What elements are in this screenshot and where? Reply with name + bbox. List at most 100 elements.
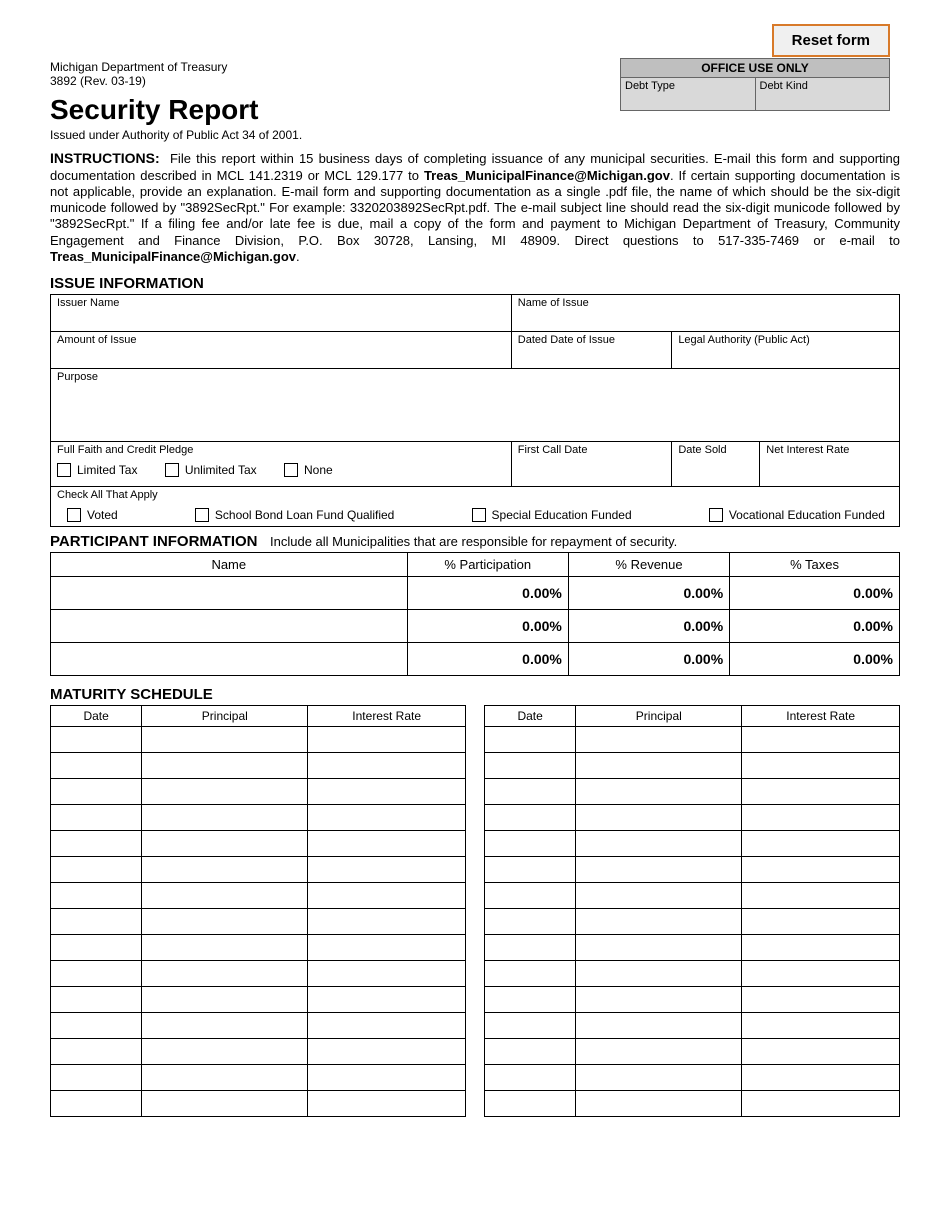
maturity-rate-field[interactable] (742, 1038, 900, 1064)
maturity-date-field[interactable] (485, 830, 576, 856)
maturity-date-field[interactable] (51, 804, 142, 830)
maturity-date-field[interactable] (51, 986, 142, 1012)
participant-name-field[interactable] (51, 642, 408, 675)
maturity-principal-field[interactable] (142, 830, 308, 856)
maturity-date-field[interactable] (485, 1090, 576, 1116)
maturity-date-field[interactable] (51, 882, 142, 908)
issuer-name-field[interactable] (57, 309, 507, 327)
maturity-date-field[interactable] (51, 830, 142, 856)
net-interest-rate-field[interactable] (766, 456, 895, 478)
maturity-rate-field[interactable] (742, 882, 900, 908)
maturity-principal-field[interactable] (142, 804, 308, 830)
maturity-principal-field[interactable] (576, 1012, 742, 1038)
maturity-rate-field[interactable] (742, 1064, 900, 1090)
maturity-rate-field[interactable] (308, 1038, 466, 1064)
maturity-rate-field[interactable] (742, 830, 900, 856)
maturity-principal-field[interactable] (142, 960, 308, 986)
maturity-rate-field[interactable] (742, 752, 900, 778)
participant-participation-value[interactable]: 0.00% (407, 609, 568, 642)
maturity-rate-field[interactable] (308, 1090, 466, 1116)
maturity-rate-field[interactable] (308, 986, 466, 1012)
maturity-date-field[interactable] (51, 1064, 142, 1090)
voted-checkbox[interactable] (67, 508, 81, 522)
vocational-education-checkbox[interactable] (709, 508, 723, 522)
purpose-field[interactable] (57, 383, 895, 437)
participant-revenue-value[interactable]: 0.00% (568, 609, 729, 642)
maturity-rate-field[interactable] (308, 830, 466, 856)
maturity-rate-field[interactable] (742, 960, 900, 986)
maturity-principal-field[interactable] (576, 1090, 742, 1116)
maturity-rate-field[interactable] (308, 960, 466, 986)
maturity-rate-field[interactable] (742, 986, 900, 1012)
participant-taxes-value[interactable]: 0.00% (730, 609, 900, 642)
participant-name-field[interactable] (51, 576, 408, 609)
maturity-date-field[interactable] (51, 726, 142, 752)
maturity-rate-field[interactable] (742, 726, 900, 752)
reset-form-button[interactable]: Reset form (772, 24, 890, 57)
limited-tax-checkbox[interactable] (57, 463, 71, 477)
maturity-date-field[interactable] (485, 1038, 576, 1064)
maturity-date-field[interactable] (485, 1012, 576, 1038)
maturity-rate-field[interactable] (308, 726, 466, 752)
maturity-principal-field[interactable] (576, 908, 742, 934)
maturity-rate-field[interactable] (308, 934, 466, 960)
maturity-rate-field[interactable] (742, 856, 900, 882)
maturity-rate-field[interactable] (742, 934, 900, 960)
maturity-rate-field[interactable] (308, 856, 466, 882)
maturity-principal-field[interactable] (142, 1012, 308, 1038)
maturity-principal-field[interactable] (142, 1038, 308, 1064)
maturity-rate-field[interactable] (742, 1012, 900, 1038)
maturity-date-field[interactable] (485, 804, 576, 830)
participant-participation-value[interactable]: 0.00% (407, 642, 568, 675)
maturity-date-field[interactable] (51, 1038, 142, 1064)
maturity-principal-field[interactable] (576, 856, 742, 882)
maturity-principal-field[interactable] (576, 1038, 742, 1064)
maturity-date-field[interactable] (485, 778, 576, 804)
maturity-principal-field[interactable] (142, 752, 308, 778)
school-bond-checkbox[interactable] (195, 508, 209, 522)
maturity-principal-field[interactable] (142, 934, 308, 960)
maturity-date-field[interactable] (51, 1090, 142, 1116)
maturity-date-field[interactable] (485, 752, 576, 778)
maturity-date-field[interactable] (485, 908, 576, 934)
none-checkbox[interactable] (284, 463, 298, 477)
maturity-date-field[interactable] (51, 752, 142, 778)
maturity-rate-field[interactable] (308, 752, 466, 778)
date-sold-field[interactable] (678, 456, 755, 478)
maturity-principal-field[interactable] (576, 986, 742, 1012)
maturity-principal-field[interactable] (142, 986, 308, 1012)
maturity-rate-field[interactable] (308, 882, 466, 908)
amount-of-issue-field[interactable] (57, 346, 507, 364)
maturity-date-field[interactable] (51, 1012, 142, 1038)
dated-date-field[interactable] (518, 346, 668, 364)
maturity-principal-field[interactable] (142, 882, 308, 908)
maturity-principal-field[interactable] (142, 908, 308, 934)
participant-revenue-value[interactable]: 0.00% (568, 576, 729, 609)
maturity-rate-field[interactable] (742, 804, 900, 830)
maturity-rate-field[interactable] (308, 1064, 466, 1090)
unlimited-tax-checkbox[interactable] (165, 463, 179, 477)
maturity-rate-field[interactable] (308, 778, 466, 804)
participant-participation-value[interactable]: 0.00% (407, 576, 568, 609)
maturity-principal-field[interactable] (576, 960, 742, 986)
maturity-principal-field[interactable] (142, 726, 308, 752)
maturity-rate-field[interactable] (308, 908, 466, 934)
maturity-date-field[interactable] (51, 856, 142, 882)
first-call-date-field[interactable] (518, 456, 668, 478)
maturity-principal-field[interactable] (576, 804, 742, 830)
maturity-date-field[interactable] (51, 908, 142, 934)
participant-name-field[interactable] (51, 609, 408, 642)
maturity-principal-field[interactable] (576, 1064, 742, 1090)
name-of-issue-field[interactable] (518, 309, 895, 327)
maturity-principal-field[interactable] (576, 830, 742, 856)
maturity-date-field[interactable] (51, 778, 142, 804)
maturity-principal-field[interactable] (142, 778, 308, 804)
maturity-principal-field[interactable] (576, 882, 742, 908)
maturity-date-field[interactable] (485, 856, 576, 882)
maturity-date-field[interactable] (485, 934, 576, 960)
maturity-rate-field[interactable] (742, 908, 900, 934)
maturity-date-field[interactable] (51, 934, 142, 960)
maturity-principal-field[interactable] (576, 752, 742, 778)
maturity-rate-field[interactable] (742, 1090, 900, 1116)
maturity-rate-field[interactable] (742, 778, 900, 804)
